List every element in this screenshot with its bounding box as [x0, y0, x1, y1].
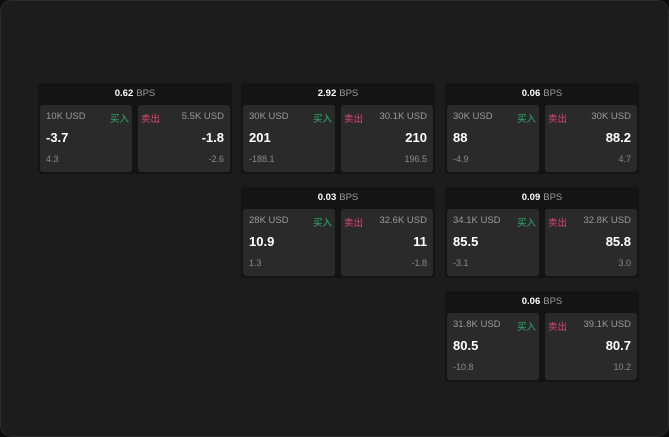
- buy-price: -3.7: [46, 130, 69, 145]
- spread-unit: BPS: [543, 192, 563, 203]
- buy-label: 买入: [109, 114, 129, 125]
- buy-price: 85.5: [453, 234, 479, 249]
- spread-value: 0.06: [521, 296, 541, 307]
- spread-value: 0.62: [114, 88, 134, 99]
- buy-change: -188.1: [249, 154, 275, 164]
- buy-change: -10.8: [453, 362, 474, 372]
- sell-label: 卖出: [344, 114, 364, 125]
- buy-size: 28K USD: [249, 215, 289, 226]
- spread-value: 0.03: [317, 192, 337, 203]
- quote-panel: 0.03 BPS 28K USD 买入 10.9 1.3 32.6K USD 卖出…: [241, 187, 435, 278]
- sell-change: 196.5: [404, 154, 427, 164]
- sell-size: 32.8K USD: [583, 215, 631, 226]
- spread-unit: BPS: [339, 192, 359, 203]
- sell-price: 85.8: [605, 234, 631, 249]
- sell-quote-button[interactable]: 32.8K USD 卖出 85.8 3.0: [545, 209, 637, 276]
- quote-panel: 0.06 BPS 30K USD 买入 88 -4.9 30K USD 卖出 88…: [445, 83, 639, 174]
- sell-change: 4.7: [618, 154, 631, 164]
- sell-label: 卖出: [141, 114, 161, 125]
- sell-quote-button[interactable]: 30.1K USD 卖出 210 196.5: [341, 105, 433, 172]
- buy-quote-button[interactable]: 28K USD 买入 10.9 1.3: [243, 209, 335, 276]
- spread-header: 0.03 BPS: [241, 187, 435, 208]
- sell-change: 10.2: [613, 362, 631, 372]
- buy-price: 201: [249, 130, 271, 145]
- buy-label: 买入: [312, 218, 332, 229]
- buy-change: -4.9: [453, 154, 469, 164]
- buy-price: 10.9: [249, 234, 275, 249]
- spread-unit: BPS: [136, 88, 156, 99]
- spread-header: 2.92 BPS: [241, 83, 435, 104]
- spread-unit: BPS: [543, 88, 563, 99]
- quote-panel: 0.06 BPS 31.8K USD 买入 80.5 -10.8 39.1K US…: [445, 291, 639, 382]
- quote-panel: 0.62 BPS 10K USD 买入 -3.7 4.3 5.5K USD 卖出 …: [38, 83, 232, 174]
- quote-panel: 0.09 BPS 34.1K USD 买入 85.5 -3.1 32.8K USD…: [445, 187, 639, 278]
- spread-value: 2.92: [317, 88, 337, 99]
- buy-label: 买入: [516, 114, 536, 125]
- sell-label: 卖出: [548, 218, 568, 229]
- spread-header: 0.62 BPS: [38, 83, 232, 104]
- sell-quote-button[interactable]: 32.6K USD 卖出 11 -1.8: [341, 209, 433, 276]
- buy-change: 4.3: [46, 154, 59, 164]
- buy-price: 88: [453, 130, 468, 145]
- buy-size: 30K USD: [453, 111, 493, 122]
- sell-price: 11: [413, 234, 427, 249]
- sell-price: -1.8: [201, 130, 224, 145]
- sell-label: 卖出: [548, 322, 568, 333]
- spread-unit: BPS: [339, 88, 359, 99]
- buy-price: 80.5: [453, 338, 479, 353]
- buy-size: 10K USD: [46, 111, 86, 122]
- sell-quote-button[interactable]: 30K USD 卖出 88.2 4.7: [545, 105, 637, 172]
- buy-quote-button[interactable]: 30K USD 买入 201 -188.1: [243, 105, 335, 172]
- spread-header: 0.06 BPS: [445, 291, 639, 312]
- spread-value: 0.09: [521, 192, 541, 203]
- sell-change: -1.8: [411, 258, 427, 268]
- buy-change: -3.1: [453, 258, 469, 268]
- buy-label: 买入: [312, 114, 332, 125]
- sell-price: 80.7: [605, 338, 631, 353]
- sell-label: 卖出: [548, 114, 568, 125]
- sell-change: 3.0: [618, 258, 631, 268]
- sell-size: 30.1K USD: [379, 111, 427, 122]
- sell-quote-button[interactable]: 39.1K USD 卖出 80.7 10.2: [545, 313, 637, 380]
- sell-label: 卖出: [344, 218, 364, 229]
- sell-size: 5.5K USD: [181, 111, 224, 122]
- buy-label: 买入: [516, 322, 536, 333]
- spread-unit: BPS: [543, 296, 563, 307]
- sell-change: -2.6: [208, 154, 224, 164]
- spread-header: 0.06 BPS: [445, 83, 639, 104]
- sell-size: 30K USD: [591, 111, 631, 122]
- buy-size: 34.1K USD: [453, 215, 501, 226]
- sell-price: 88.2: [605, 130, 631, 145]
- spread-header: 0.09 BPS: [445, 187, 639, 208]
- sell-price: 210: [405, 130, 427, 145]
- buy-quote-button[interactable]: 31.8K USD 买入 80.5 -10.8: [447, 313, 539, 380]
- buy-size: 30K USD: [249, 111, 289, 122]
- sell-size: 39.1K USD: [583, 319, 631, 330]
- spread-value: 0.06: [521, 88, 541, 99]
- sell-quote-button[interactable]: 5.5K USD 卖出 -1.8 -2.6: [138, 105, 230, 172]
- buy-size: 31.8K USD: [453, 319, 501, 330]
- buy-change: 1.3: [249, 258, 262, 268]
- quote-panel: 2.92 BPS 30K USD 买入 201 -188.1 30.1K USD …: [241, 83, 435, 174]
- buy-label: 买入: [516, 218, 536, 229]
- buy-quote-button[interactable]: 30K USD 买入 88 -4.9: [447, 105, 539, 172]
- sell-size: 32.6K USD: [379, 215, 427, 226]
- buy-quote-button[interactable]: 10K USD 买入 -3.7 4.3: [40, 105, 132, 172]
- buy-quote-button[interactable]: 34.1K USD 买入 85.5 -3.1: [447, 209, 539, 276]
